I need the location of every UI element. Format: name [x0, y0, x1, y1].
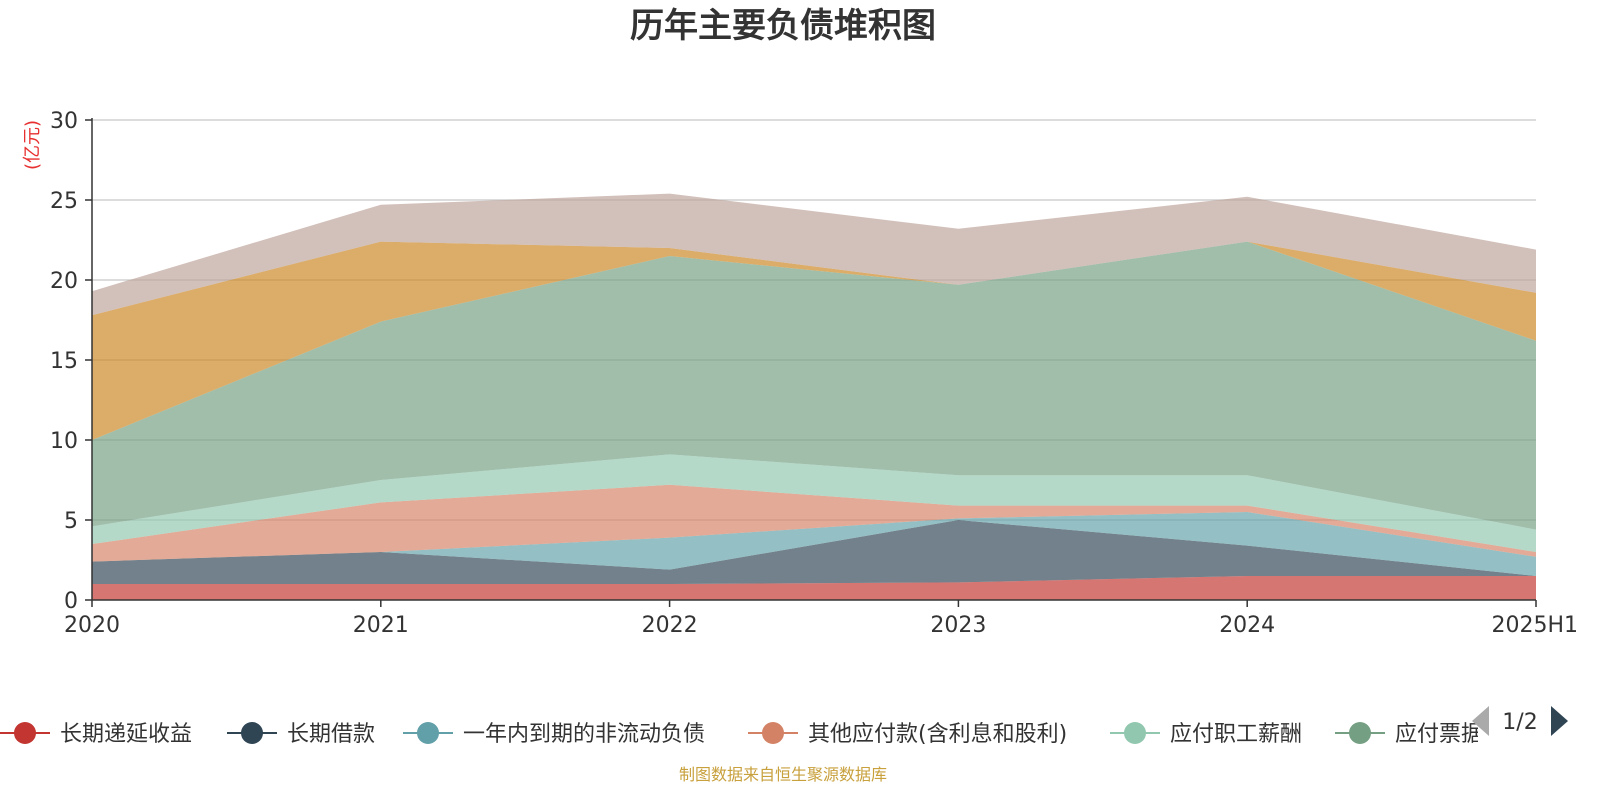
x-tick-label: 2022 — [642, 613, 698, 638]
legend-item[interactable]: 应付票据 — [1335, 722, 1483, 747]
area-series-1 — [92, 520, 1536, 584]
area-series-7 — [92, 193, 1536, 316]
legend-page-indicator: 1/2 — [1502, 710, 1537, 735]
x-tick-label: 2023 — [930, 613, 986, 638]
legend-circle-icon — [762, 722, 784, 744]
legend-items: 长期递延收益 长期借款 一年内到期的非流动负债 其他应付款(含利息和股利) 应付职工薪酬… — [0, 722, 1483, 747]
legend-item[interactable]: 长期递延收益 — [0, 722, 192, 747]
area-series-3 — [92, 484, 1536, 562]
y-tick-label: 30 — [50, 109, 78, 134]
legend-label: 应付票据 — [1395, 722, 1483, 747]
x-tick-label: 2021 — [353, 613, 409, 638]
legend-next-icon[interactable] — [1551, 706, 1568, 736]
area-series-2 — [92, 512, 1536, 576]
legend-item[interactable]: 长期借款 — [227, 722, 375, 747]
legend-circle-icon — [417, 722, 439, 744]
legend-label: 长期递延收益 — [60, 722, 192, 747]
legend-item[interactable]: 应付职工薪酬 — [1110, 722, 1302, 747]
x-tick-label: 2025H1 — [1491, 613, 1578, 638]
y-tick-label: 10 — [50, 429, 78, 454]
axes: 0 5 10 15 20 25 30 2020 2021 2022 2023 2024 2025H1 — [50, 109, 1578, 638]
legend-label: 长期借款 — [287, 722, 375, 747]
data-source-note: 制图数据来自恒生聚源数据库 — [679, 765, 887, 784]
area-series-6 — [92, 241, 1536, 440]
y-tick-label: 15 — [50, 349, 78, 374]
legend-circle-icon — [14, 722, 36, 744]
x-tick-label: 2024 — [1219, 613, 1275, 638]
legend-label: 一年内到期的非流动负债 — [463, 722, 705, 747]
area-series-group — [92, 193, 1536, 600]
legend-pager: 1/2 — [1472, 706, 1568, 736]
y-tick-label: 20 — [50, 269, 78, 294]
legend-item[interactable]: 一年内到期的非流动负债 — [403, 722, 705, 747]
legend-prev-icon[interactable] — [1472, 706, 1489, 736]
y-tick-label: 5 — [64, 509, 78, 534]
area-series-5 — [92, 241, 1536, 530]
legend-circle-icon — [1124, 722, 1146, 744]
area-series-4 — [92, 454, 1536, 552]
legend-label: 其他应付款(含利息和股利) — [808, 722, 1067, 747]
legend-label: 应付职工薪酬 — [1170, 722, 1302, 747]
y-axis-unit-label: (亿元) — [22, 120, 43, 170]
chart-title: 历年主要负债堆积图 — [630, 6, 936, 46]
legend-circle-icon — [1349, 722, 1371, 744]
legend: 长期递延收益 长期借款 一年内到期的非流动负债 其他应付款(含利息和股利) 应付职工薪酬… — [0, 722, 1483, 747]
legend-circle-icon — [241, 722, 263, 744]
y-tick-label: 0 — [64, 589, 78, 614]
legend-item[interactable]: 其他应付款(含利息和股利) — [748, 722, 1067, 747]
x-tick-label: 2020 — [64, 613, 120, 638]
area-series-0 — [92, 576, 1536, 600]
y-tick-label: 25 — [50, 189, 78, 214]
